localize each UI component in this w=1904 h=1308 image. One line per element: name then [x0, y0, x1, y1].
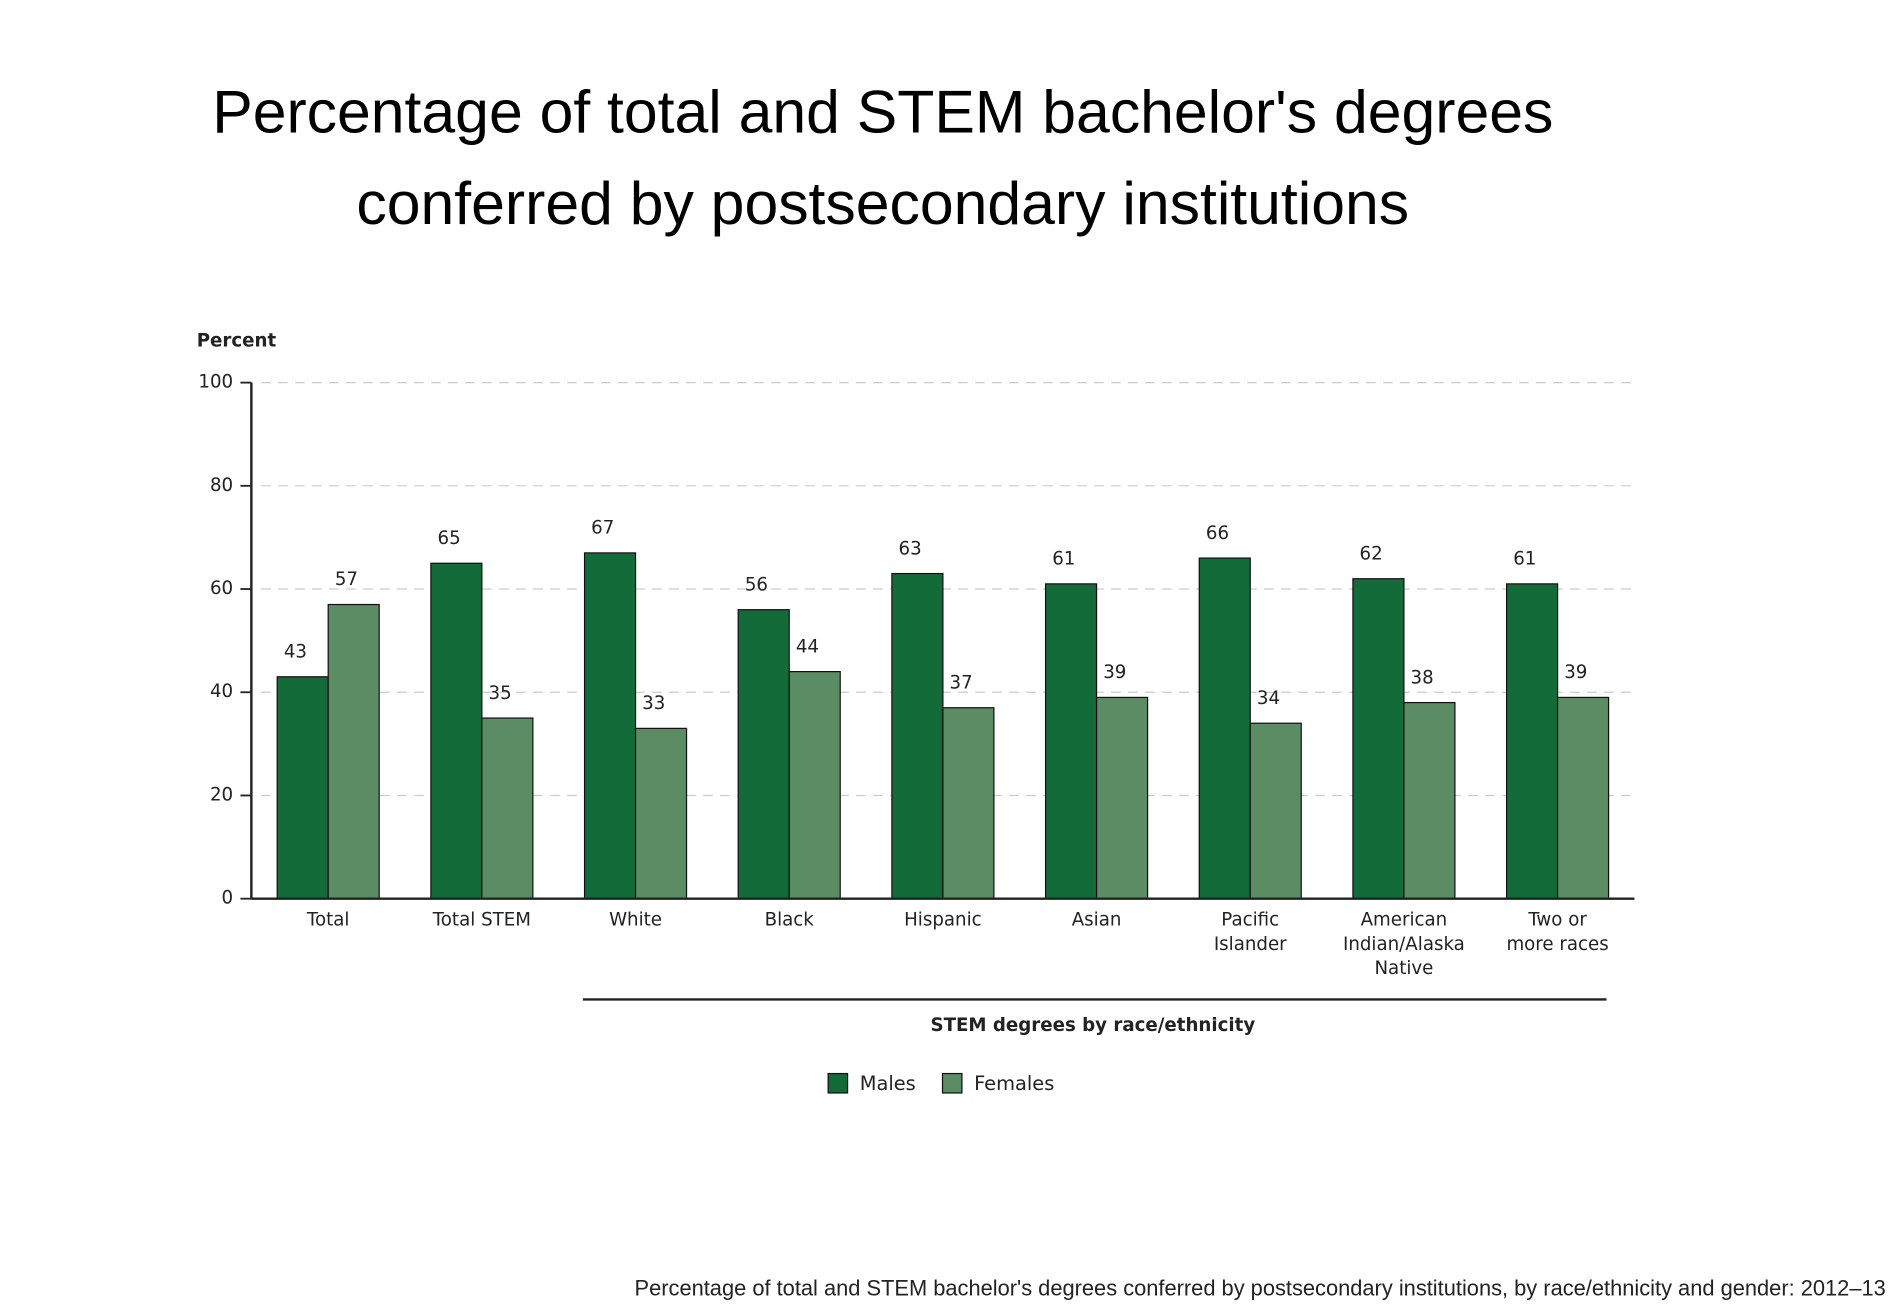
- x-tick-label: Indian/Alaska: [1343, 934, 1465, 955]
- bar: [1249, 722, 1302, 900]
- x-tick-label: Total: [306, 910, 350, 931]
- bar: [1403, 701, 1456, 900]
- bar: [737, 609, 790, 900]
- x-tick-label: Two or: [1527, 910, 1587, 931]
- bar: [1352, 578, 1405, 900]
- value-label: 33: [642, 693, 665, 714]
- value-label: 67: [591, 518, 614, 539]
- value-label: 61: [1052, 549, 1075, 570]
- value-label: 65: [437, 528, 460, 549]
- value-label: 61: [1513, 549, 1536, 570]
- caption: Percentage of total and STEM bachelor's …: [635, 1275, 1886, 1300]
- bar: [327, 603, 380, 900]
- value-label: 39: [1103, 662, 1126, 683]
- x-tick-label: Asian: [1072, 910, 1122, 931]
- y-tick-label: 100: [198, 372, 233, 393]
- bar: [481, 717, 534, 900]
- bar: [788, 671, 841, 900]
- x-tick-label: Hispanic: [904, 910, 982, 931]
- value-label: 62: [1360, 543, 1383, 564]
- value-label: 39: [1564, 662, 1587, 683]
- y-tick-label: 80: [210, 475, 233, 496]
- y-tick-label: 60: [210, 578, 233, 599]
- value-label: 38: [1411, 667, 1434, 688]
- y-tick-label: 20: [210, 784, 233, 805]
- x-tick-label: more races: [1506, 934, 1608, 955]
- value-label: 34: [1257, 688, 1280, 709]
- value-label: 35: [488, 683, 511, 704]
- y-tick-label: 0: [222, 888, 234, 909]
- x-tick-label: Black: [765, 910, 815, 931]
- bar: [1095, 696, 1149, 900]
- legend-swatch: [827, 1072, 849, 1094]
- legend-swatch: [941, 1072, 963, 1094]
- value-label: 56: [745, 574, 768, 595]
- bar: [634, 727, 688, 900]
- value-label: 37: [950, 672, 973, 693]
- bar: [430, 562, 483, 900]
- y-tick-label: 40: [210, 681, 233, 702]
- legend-label: Males: [860, 1072, 916, 1095]
- x-tick-label: White: [609, 910, 662, 931]
- x-tick-label: American: [1361, 910, 1448, 931]
- x-tick-label: Islander: [1214, 934, 1287, 955]
- chart-title: conferred by postsecondary institutions: [356, 169, 1409, 237]
- x-tick-label: Total STEM: [432, 910, 531, 931]
- y-axis-label: Percent: [197, 330, 277, 351]
- bar: [942, 707, 995, 900]
- bar: [1198, 557, 1251, 900]
- value-label: 57: [335, 569, 358, 590]
- x-tick-label: Native: [1374, 958, 1433, 979]
- bar: [891, 572, 944, 900]
- value-label: 63: [899, 538, 922, 559]
- x-tick-label: Pacific: [1221, 910, 1279, 931]
- bar: [276, 676, 329, 900]
- group-label: STEM degrees by race/ethnicity: [930, 1015, 1255, 1036]
- value-label: 66: [1206, 523, 1229, 544]
- value-label: 44: [796, 636, 819, 657]
- chart-title: Percentage of total and STEM bachelor's …: [212, 78, 1553, 146]
- bar: [1505, 583, 1559, 900]
- value-label: 43: [284, 641, 307, 662]
- bar: [583, 552, 637, 900]
- bar: [1044, 583, 1098, 900]
- legend-label: Females: [974, 1072, 1054, 1095]
- bar: [1556, 696, 1610, 900]
